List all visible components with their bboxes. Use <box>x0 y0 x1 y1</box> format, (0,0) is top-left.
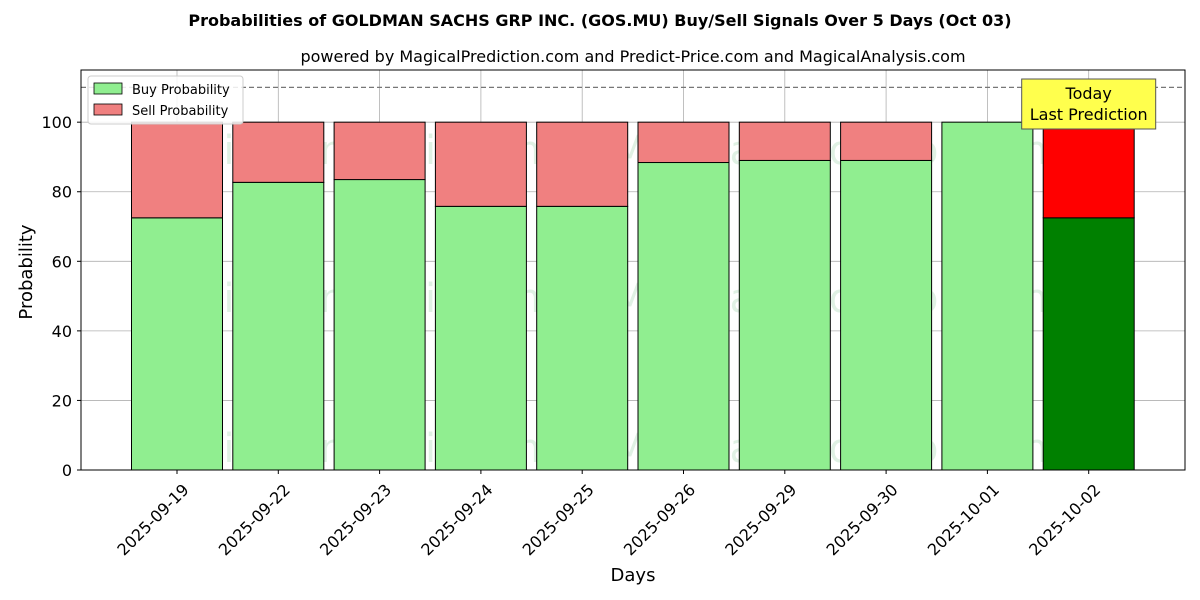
x-tick-label: 2025-10-01 <box>924 480 1003 559</box>
sell-bar <box>536 121 629 207</box>
buy-bar <box>232 181 325 471</box>
y-tick-label: 100 <box>41 113 72 132</box>
x-axis-label: Days <box>611 565 656 586</box>
buy-bar <box>941 121 1034 471</box>
sell-bar <box>738 121 831 161</box>
plot-area: MagicalAnalysis.comMagicalPrediction.com… <box>41 69 1186 559</box>
sell-bar <box>333 121 426 181</box>
y-tick-label: 0 <box>62 461 72 480</box>
x-tick-label: 2025-09-26 <box>620 480 699 559</box>
annotation-text-last-prediction: Last Prediction <box>1030 105 1148 124</box>
x-tick-label: 2025-09-25 <box>519 480 598 559</box>
x-tick-label: 2025-09-24 <box>417 480 496 559</box>
sell-bar <box>131 121 223 219</box>
buy-bar <box>738 159 831 471</box>
buy-bar <box>637 162 730 471</box>
sell-bar <box>637 121 730 164</box>
buy-bar <box>536 205 629 471</box>
x-tick-label: 2025-09-22 <box>215 480 294 559</box>
y-tick-label: 80 <box>52 183 72 202</box>
buy-bar <box>333 179 426 471</box>
x-tick-label: 2025-09-19 <box>113 480 192 559</box>
buy-bar <box>131 217 223 471</box>
x-tick-label: 2025-10-02 <box>1025 480 1104 559</box>
chart-subtitle: powered by MagicalPrediction.com and Pre… <box>300 47 965 66</box>
annotation-box <box>1021 78 1157 130</box>
sell-bar <box>232 121 325 183</box>
legend-label-buy: Buy Probability <box>132 83 230 98</box>
sell-bar <box>840 121 933 161</box>
y-axis-label: Probability <box>16 224 37 319</box>
legend-swatch-buy <box>93 82 123 95</box>
legend-box <box>87 75 244 125</box>
sell-bar <box>1042 121 1135 219</box>
chart-title: Probabilities of GOLDMAN SACHS GRP INC. … <box>188 11 1011 30</box>
annotation-text-today: Today <box>1065 84 1112 103</box>
buy-bar <box>434 205 527 471</box>
buy-bar <box>840 159 933 471</box>
buy-bar <box>1042 217 1135 471</box>
x-tick-label: 2025-09-30 <box>823 480 902 559</box>
plot-frame <box>80 69 1186 471</box>
y-tick-label: 60 <box>52 252 72 271</box>
legend-swatch-sell <box>93 103 123 116</box>
y-tick-label: 40 <box>52 322 72 341</box>
legend-label-sell: Sell Probability <box>132 104 229 119</box>
y-tick-label: 20 <box>52 391 72 410</box>
x-tick-label: 2025-09-29 <box>721 480 800 559</box>
x-tick-label: 2025-09-23 <box>316 480 395 559</box>
sell-bar <box>434 121 527 207</box>
